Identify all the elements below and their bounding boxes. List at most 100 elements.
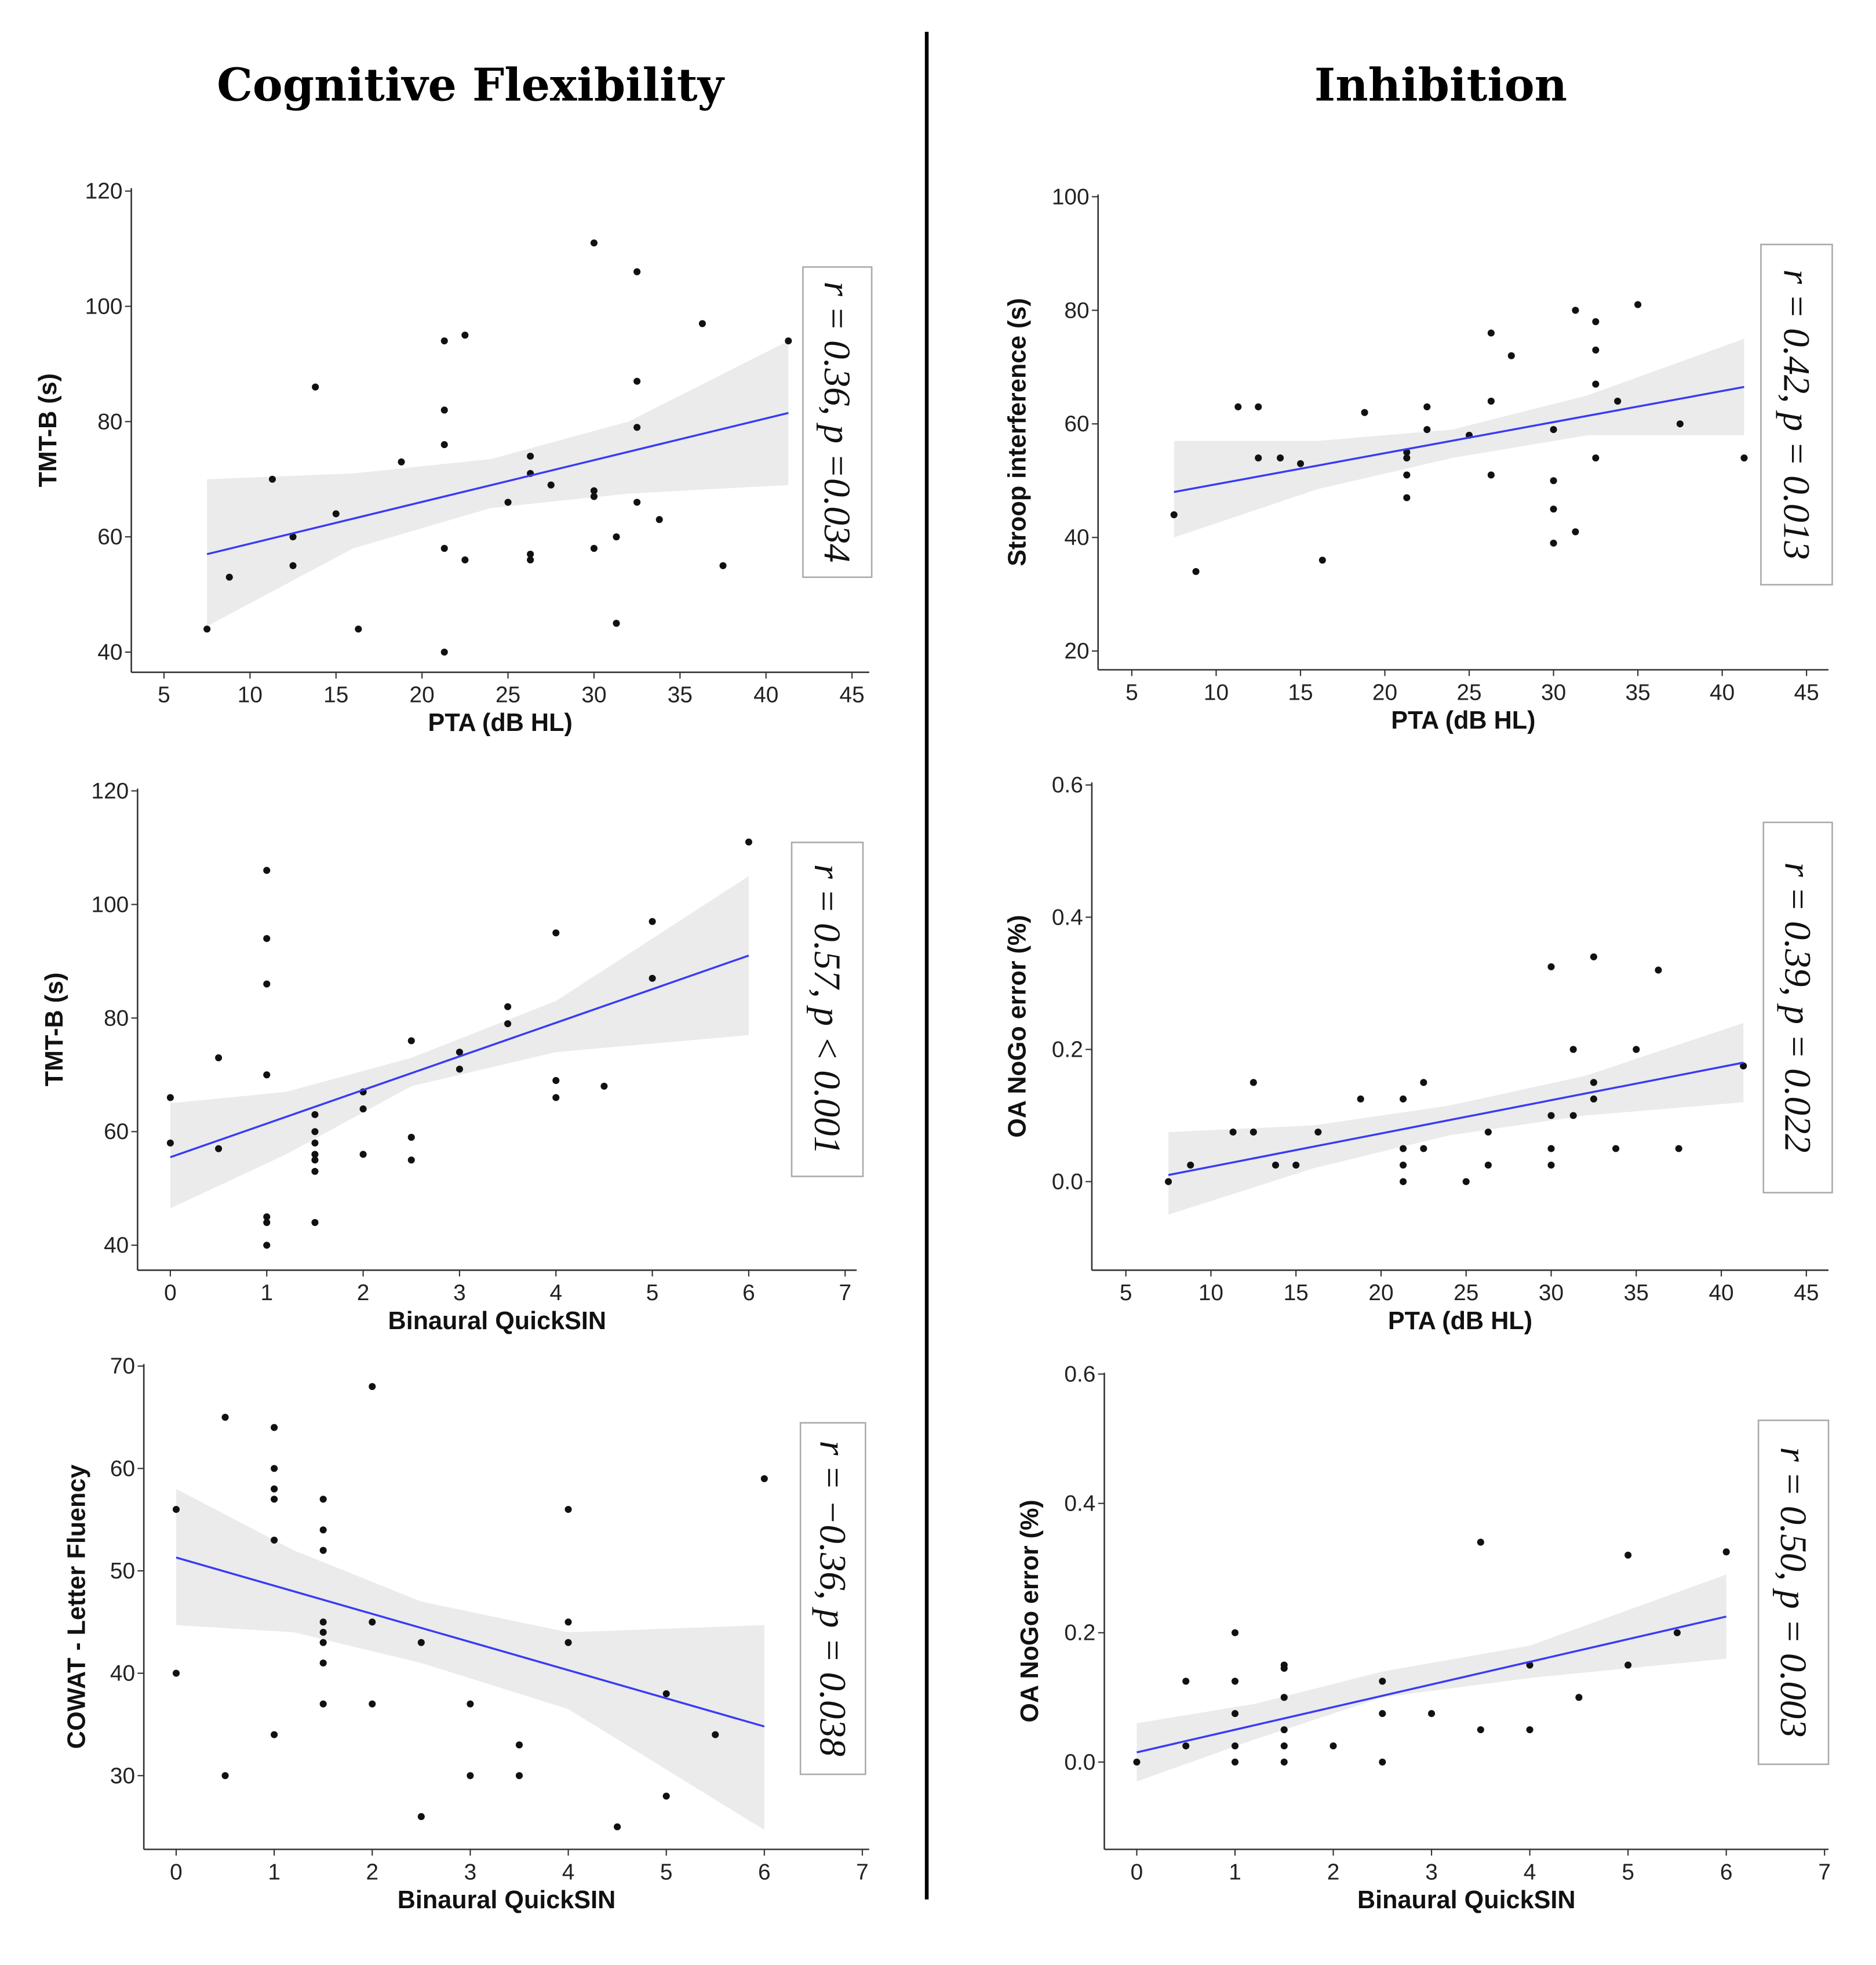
data-point [515, 1741, 523, 1749]
data-point [1280, 1694, 1288, 1701]
data-point [1624, 1661, 1632, 1669]
data-point [311, 1139, 319, 1147]
data-point [1234, 403, 1242, 410]
data-point [1231, 1742, 1239, 1750]
data-point [1572, 528, 1579, 536]
data-point [221, 1414, 229, 1421]
y-tick-label: 60 [97, 525, 122, 550]
data-point [263, 1242, 271, 1249]
data-point [1592, 380, 1600, 388]
panel-p6: 0 1 2 3 4 5 6 7 0.0 0.2 0.4 0.6 Binaural QuickSIN OA … [1016, 1362, 1831, 1913]
x-tick-label: 4 [562, 1860, 575, 1884]
data-point [1182, 1677, 1190, 1685]
data-point [311, 1111, 319, 1118]
data-point [319, 1526, 327, 1534]
data-point [1484, 1161, 1492, 1169]
data-point [564, 1505, 572, 1513]
x-tick-label: 7 [856, 1860, 869, 1884]
data-point [311, 1218, 319, 1227]
data-point [633, 424, 641, 431]
x-tick-label: 5 [1125, 680, 1138, 705]
y-tick-label: 0.6 [1052, 773, 1083, 798]
data-point [1296, 460, 1305, 467]
data-point [515, 1772, 523, 1780]
data-point [1400, 1095, 1407, 1103]
data-point [1379, 1677, 1386, 1685]
x-tick-label: 20 [1372, 680, 1397, 705]
correlation-stat: r = 0.57, p < 0.001 [806, 864, 848, 1155]
data-point [1403, 454, 1411, 462]
data-point [564, 1639, 572, 1646]
data-point [1361, 409, 1368, 416]
y-axis-label: TMT-B (s) [41, 973, 68, 1087]
y-tick-label: 80 [97, 409, 122, 434]
x-tick-label: 10 [1204, 680, 1229, 705]
x-tick-label: 1 [1229, 1860, 1241, 1884]
panel-p5: 0 1 2 3 4 5 6 7 30 40 50 60 70 Binaural QuickSIN COWAT… [63, 1354, 869, 1914]
y-tick-label: 100 [91, 892, 129, 917]
data-point [1133, 1758, 1141, 1766]
data-point [1547, 1145, 1555, 1152]
data-point [1590, 953, 1597, 960]
data-point [613, 620, 620, 627]
data-point [1182, 1742, 1190, 1750]
data-point [1550, 477, 1557, 485]
data-point [359, 1151, 367, 1158]
x-tick-label: 0 [164, 1280, 177, 1305]
stat-box [1760, 243, 1833, 586]
correlation-stat: r = 0.36, p =0.034 [816, 282, 858, 563]
x-tick-label: 6 [742, 1280, 755, 1305]
x-tick-label: 20 [410, 683, 435, 708]
data-point [407, 1156, 415, 1164]
data-point [319, 1546, 327, 1554]
x-tick-label: 45 [1794, 680, 1819, 705]
y-tick-label: 60 [1064, 412, 1089, 436]
data-point [1592, 346, 1600, 354]
data-point [1379, 1758, 1386, 1766]
x-tick-label: 30 [1541, 680, 1566, 705]
y-tick-label: 100 [85, 294, 123, 319]
x-tick-label: 40 [753, 683, 778, 708]
data-point [1280, 1758, 1288, 1766]
x-tick-label: 1 [268, 1860, 281, 1884]
data-point [1550, 505, 1557, 513]
y-tick-label: 40 [97, 640, 122, 665]
data-point [172, 1669, 180, 1677]
y-tick-label: 60 [110, 1456, 135, 1481]
data-point [1462, 1178, 1470, 1185]
y-tick-label: 0.2 [1052, 1037, 1083, 1062]
data-point [527, 550, 534, 558]
data-point [271, 1536, 278, 1544]
data-point [600, 1082, 608, 1090]
data-point [547, 481, 555, 489]
data-point [1634, 301, 1642, 308]
data-point [203, 625, 211, 633]
y-tick-label: 60 [104, 1119, 129, 1144]
data-point [1231, 1677, 1239, 1685]
data-point [1400, 1145, 1407, 1152]
data-point [552, 1077, 560, 1085]
data-point [1633, 1046, 1640, 1053]
data-point [417, 1813, 425, 1821]
data-point [319, 1639, 327, 1646]
data-point [504, 1003, 512, 1010]
data-point [271, 1485, 278, 1493]
regression-line [206, 412, 789, 555]
data-point [1250, 1079, 1257, 1086]
y-axis-label: OA NoGo error (%) [1004, 915, 1032, 1137]
regression-line [1168, 1061, 1744, 1176]
data-point [407, 1134, 415, 1141]
y-axis-label: COWAT - Letter Fluency [63, 1464, 91, 1749]
data-point [1550, 426, 1557, 434]
x-tick-label: 5 [646, 1280, 659, 1305]
data-point [467, 1772, 474, 1780]
data-point [1272, 1161, 1280, 1169]
regression-line [176, 1556, 765, 1728]
y-tick-label: 120 [85, 179, 123, 204]
correlation-stat: r = −0.36, p = 0.038 [812, 1440, 854, 1756]
x-tick-label: 2 [366, 1860, 378, 1884]
regression-line [1174, 385, 1744, 493]
data-point [271, 1731, 278, 1738]
data-point [1572, 307, 1579, 314]
data-point [1255, 454, 1262, 462]
